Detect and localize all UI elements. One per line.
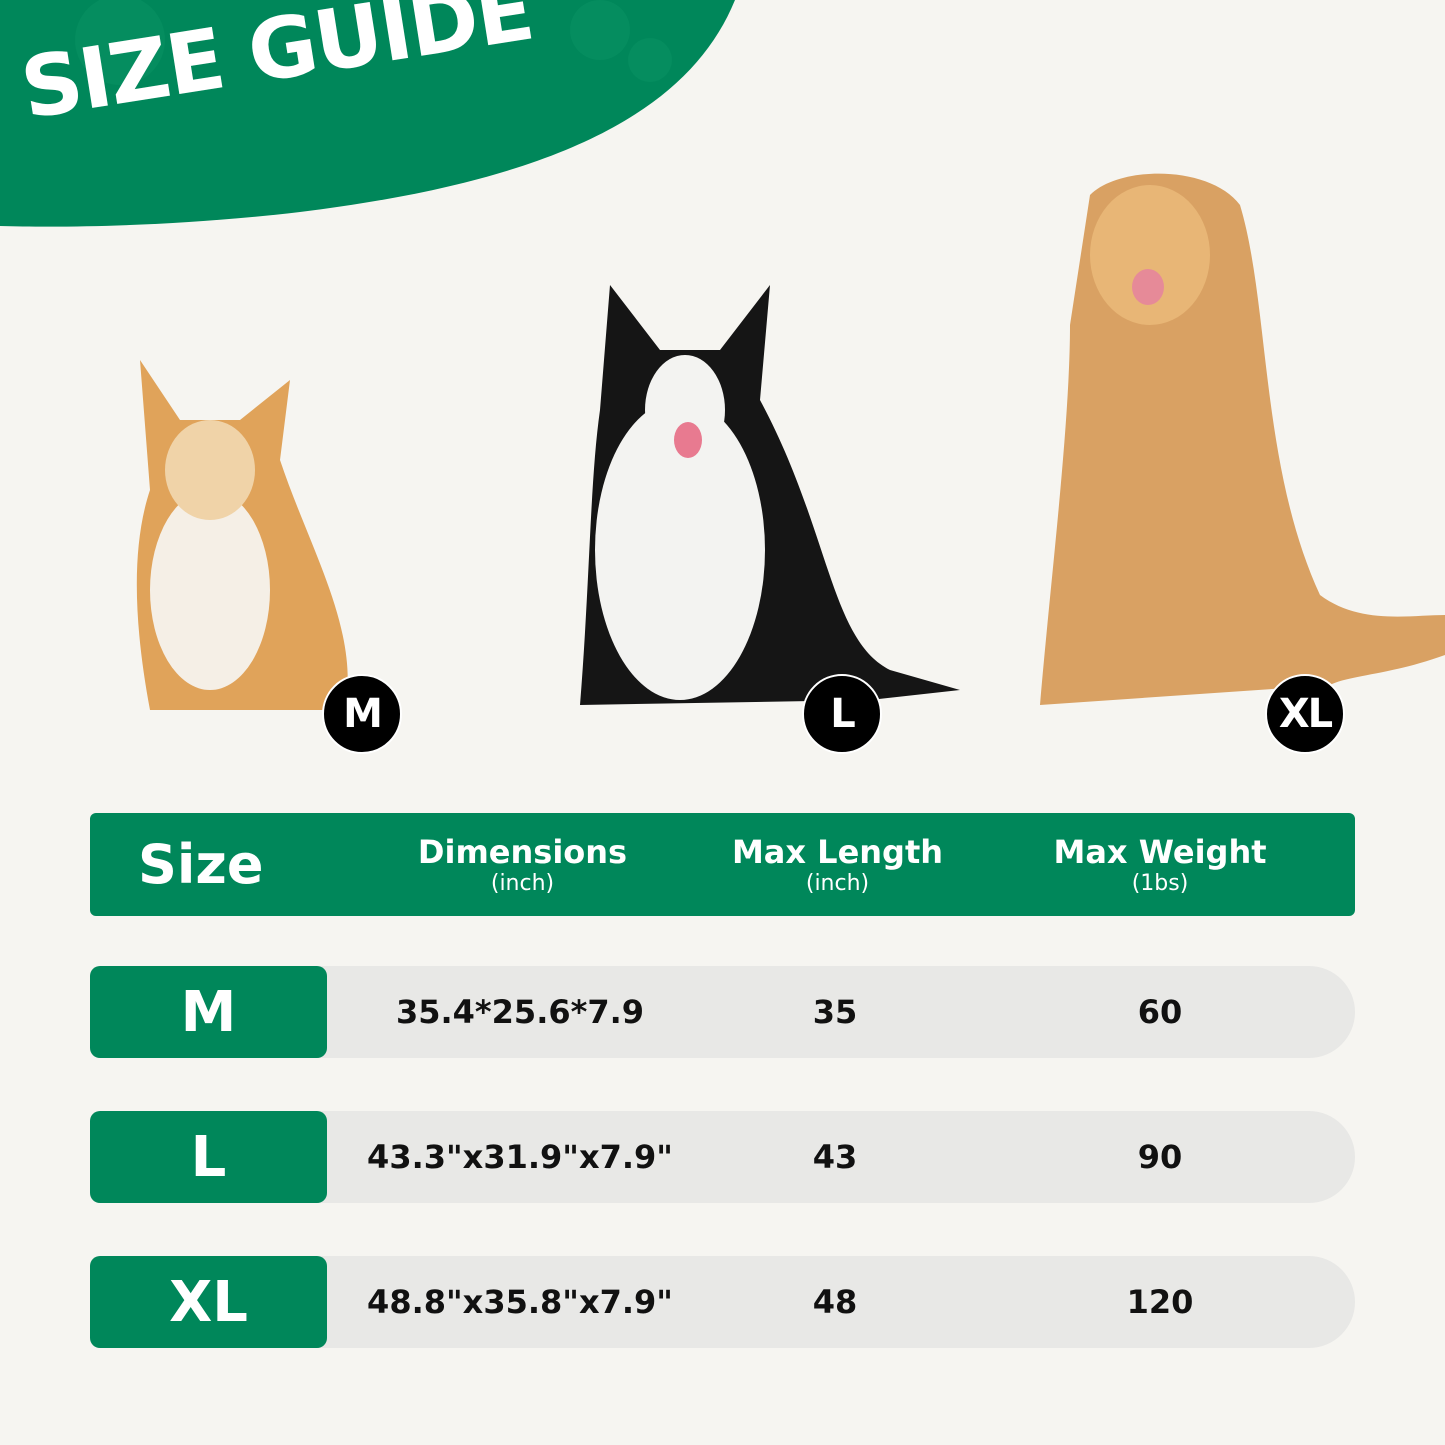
header-unit: (inch) bbox=[805, 871, 870, 896]
size-badge-m: M bbox=[322, 674, 402, 754]
size-cell: L bbox=[90, 1111, 327, 1203]
dimensions-cell: 43.3"x31.9"x7.9" bbox=[367, 1138, 673, 1176]
dimensions-cell: 48.8"x35.8"x7.9" bbox=[367, 1283, 673, 1321]
table-row: M 35.4*25.6*7.9 35 60 bbox=[90, 966, 1355, 1058]
max-weight-cell: 90 bbox=[1137, 1138, 1183, 1176]
size-cell: M bbox=[90, 966, 327, 1058]
size-badge-l: L bbox=[802, 674, 882, 754]
header-dimensions: Dimensions (inch) bbox=[400, 813, 645, 916]
header-label: Max Weight bbox=[1053, 833, 1267, 871]
row-background bbox=[290, 1111, 1355, 1203]
border-collie-image bbox=[580, 285, 960, 705]
size-cell: XL bbox=[90, 1256, 327, 1348]
max-weight-cell: 120 bbox=[1126, 1283, 1194, 1321]
table-row: L 43.3"x31.9"x7.9" 43 90 bbox=[90, 1111, 1355, 1203]
max-length-cell: 35 bbox=[812, 993, 858, 1031]
header-label: Dimensions bbox=[417, 833, 628, 871]
header-max-weight: Max Weight (1bs) bbox=[1040, 813, 1280, 916]
dimensions-cell: 35.4*25.6*7.9 bbox=[395, 993, 645, 1031]
header-unit: (inch) bbox=[490, 871, 555, 896]
table-header: Size Dimensions (inch) Max Length (inch)… bbox=[90, 813, 1355, 916]
header-max-length: Max Length (inch) bbox=[720, 813, 955, 916]
corgi-image bbox=[136, 360, 348, 710]
header-label: Max Length bbox=[731, 833, 944, 871]
header-unit: (1bs) bbox=[1131, 871, 1189, 896]
row-background bbox=[290, 966, 1355, 1058]
size-badge-xl: XL bbox=[1265, 674, 1345, 754]
golden-retriever-image bbox=[1040, 173, 1445, 706]
max-length-cell: 48 bbox=[812, 1283, 858, 1321]
max-weight-cell: 60 bbox=[1137, 993, 1183, 1031]
banner-shape bbox=[0, 0, 735, 227]
row-background bbox=[290, 1256, 1355, 1348]
table-row: XL 48.8"x35.8"x7.9" 48 120 bbox=[90, 1256, 1355, 1348]
header-label: Size bbox=[138, 833, 264, 896]
header-size: Size bbox=[138, 813, 263, 916]
max-length-cell: 43 bbox=[812, 1138, 858, 1176]
